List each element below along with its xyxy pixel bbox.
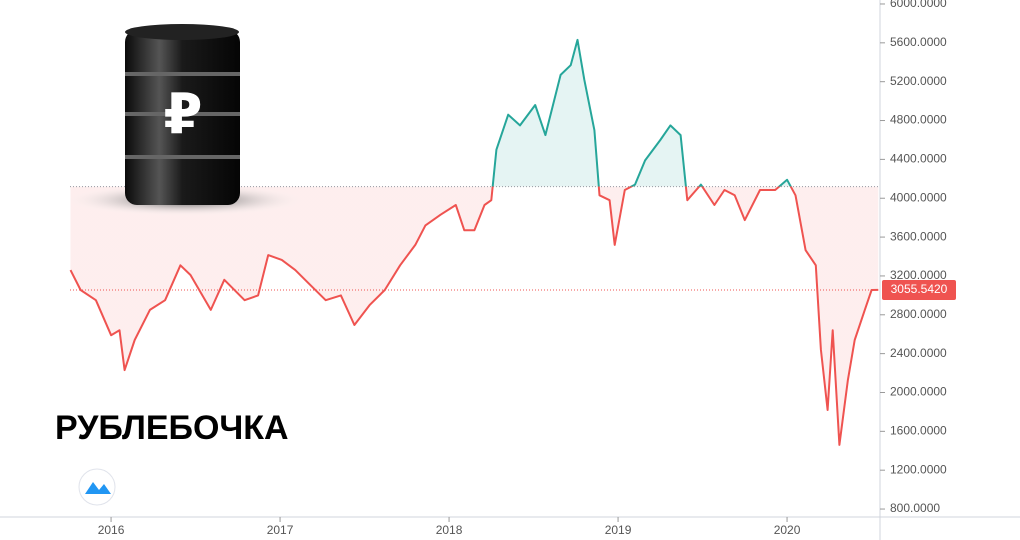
barrel-top: [125, 24, 239, 40]
logo-symbol: ₽: [164, 82, 203, 145]
baseline-area: [70, 39, 879, 445]
y-tick-label: 2800.0000: [890, 307, 947, 321]
last-price-box: [882, 279, 956, 300]
x-tick-label: 2018: [436, 523, 463, 537]
y-tick-label: 4400.0000: [890, 152, 947, 166]
y-tick-label: 2000.0000: [890, 385, 947, 399]
logo-mark: [85, 482, 111, 494]
barrel-ring: [125, 112, 240, 116]
y-tick-label: 2400.0000: [890, 346, 947, 360]
brand-title: РУБЛЕБОЧКА: [55, 409, 289, 447]
tradingview-logo: [78, 468, 116, 506]
y-tick-label: 4800.0000: [890, 113, 947, 127]
y-tick-label: 5200.0000: [890, 74, 947, 88]
x-tick-label: 2016: [98, 523, 125, 537]
x-tick-label: 2019: [605, 523, 632, 537]
y-tick-label: 800.0000: [890, 501, 940, 515]
y-tick-label: 3600.0000: [890, 229, 947, 243]
y-tick-label: 6000.0000: [890, 0, 947, 10]
y-tick-label: 4000.0000: [890, 190, 947, 204]
barrel-ring: [125, 155, 240, 159]
y-tick-label: 5600.0000: [890, 35, 947, 49]
logo-circle: [78, 468, 116, 506]
y-tick-label: 3200.0000: [890, 268, 947, 282]
x-tick-label: 2020: [774, 523, 801, 537]
y-tick-label: 1600.0000: [890, 424, 947, 438]
x-tick-label: 2017: [267, 523, 294, 537]
last-price-label: 3055.5420: [891, 282, 948, 296]
y-tick-label: 1200.0000: [890, 462, 947, 476]
barrel-logo: ₽: [65, 24, 305, 216]
price-line: [69, 38, 879, 446]
barrel-ring: [125, 72, 240, 76]
